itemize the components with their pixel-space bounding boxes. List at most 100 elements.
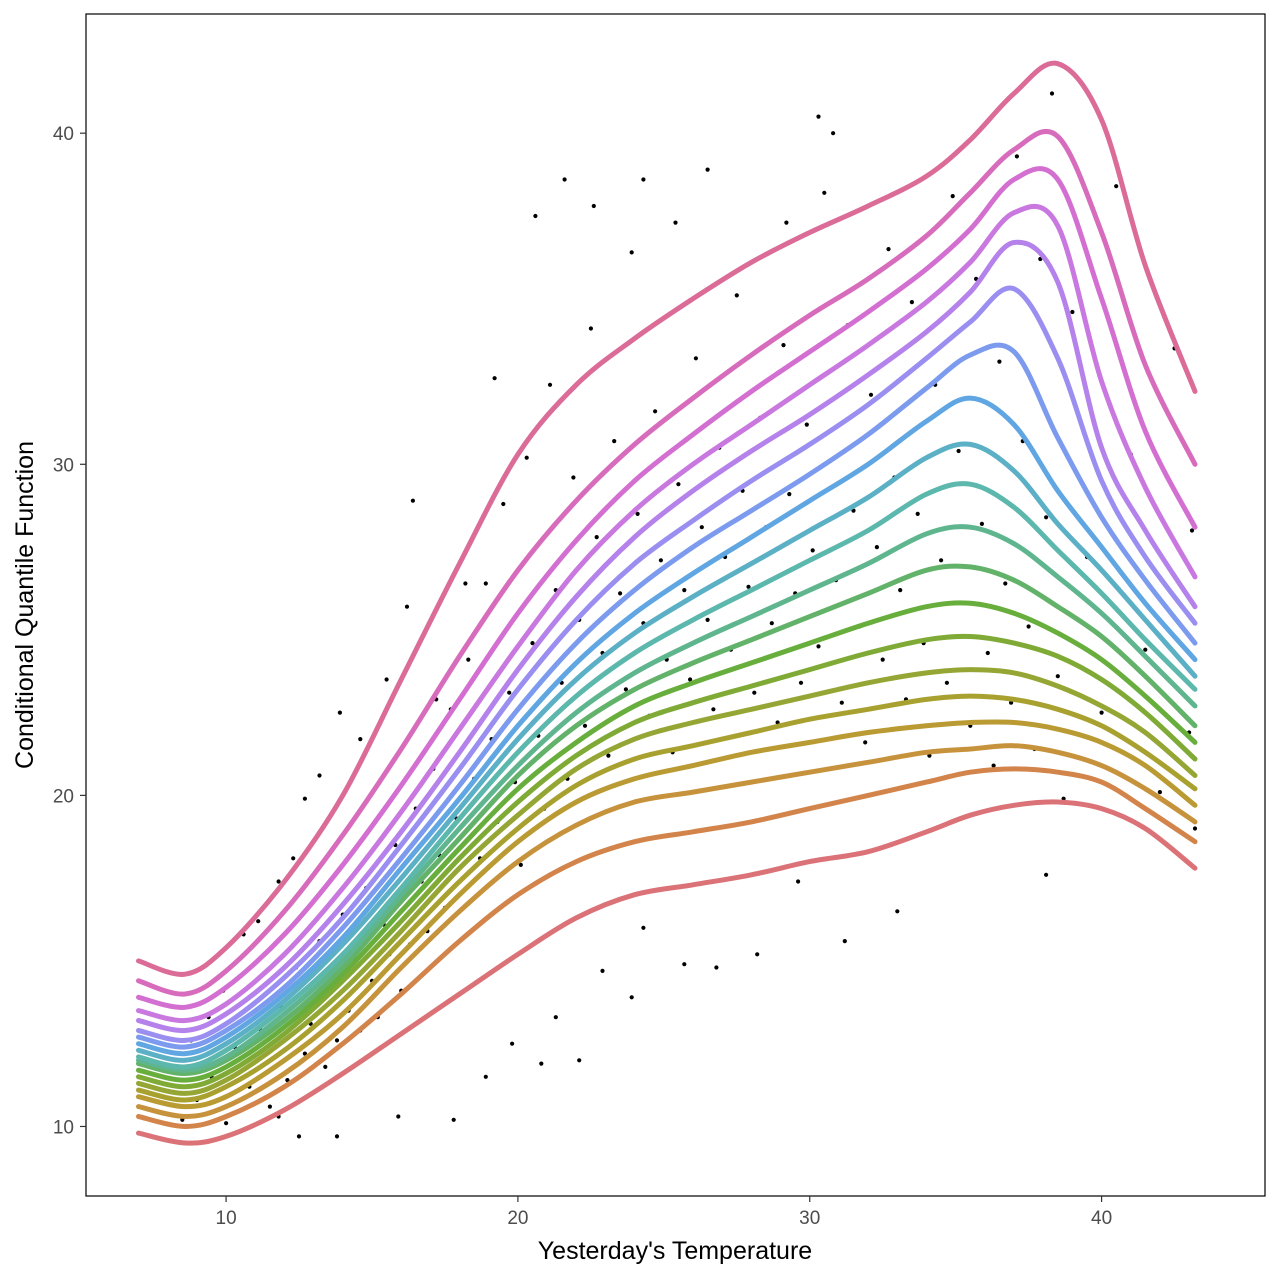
quantile-line-q0-65 <box>136 395 1198 1057</box>
scatter-point-130 <box>997 359 1002 364</box>
scatter-point-189 <box>553 1015 558 1020</box>
scatter-point-183 <box>396 1114 401 1119</box>
scatter-point-192 <box>682 962 687 967</box>
scatter-point-108 <box>868 392 874 397</box>
scatter-point-110 <box>880 657 885 662</box>
quantile-line-q0-20 <box>136 719 1198 1110</box>
scatter-point-121 <box>944 680 950 685</box>
scatter-point-170 <box>317 773 322 778</box>
scatter-point-120 <box>939 558 944 563</box>
quantile-line-q0-975 <box>136 60 1198 977</box>
scatter-point-180 <box>296 1134 302 1139</box>
quantile-lines <box>136 60 1198 1146</box>
y-tick-label-30: 30 <box>53 455 74 476</box>
scatter-point-193 <box>714 965 719 970</box>
scatter-point-148 <box>1157 790 1162 795</box>
x-tick-label-30: 30 <box>799 1208 820 1229</box>
quantile-line-q0-55 <box>136 481 1198 1070</box>
scatter-point-87 <box>746 584 751 589</box>
scatter-point-196 <box>796 879 801 884</box>
quantile-line-q0-45 <box>136 563 1198 1077</box>
scatter-point-167 <box>384 677 389 682</box>
scatter-point-39 <box>466 657 471 662</box>
scatter-point-3 <box>224 1121 229 1126</box>
scatter-point-42 <box>483 581 488 586</box>
scatter-point-194 <box>641 925 646 930</box>
x-tick-label-10: 10 <box>216 1208 237 1229</box>
scatter-point-68 <box>635 511 640 516</box>
scatter-point-78 <box>693 356 699 361</box>
y-tick-label-10: 10 <box>53 1117 74 1138</box>
scatter-point-93 <box>781 343 786 348</box>
scatter-point-98 <box>810 548 815 553</box>
scatter-point-164 <box>816 114 821 119</box>
scatter-point-77 <box>688 677 693 682</box>
x-axis-title: Yesterday's Temperature <box>538 1237 812 1265</box>
scatter-point-171 <box>302 796 307 801</box>
scatter-point-173 <box>276 879 281 884</box>
scatter-point-76 <box>682 588 687 593</box>
scatter-point-157 <box>533 213 538 219</box>
scatter-point-61 <box>594 535 599 540</box>
scatter-point-198 <box>895 909 900 914</box>
scatter-point-97 <box>804 422 809 427</box>
scatter-point-191 <box>600 968 605 974</box>
scatter-point-109 <box>874 545 880 550</box>
scatter-point-166 <box>410 498 415 503</box>
scatter-point-158 <box>562 177 567 182</box>
scatter-point-145 <box>1114 184 1119 189</box>
quantile-line-q0-35 <box>136 633 1198 1090</box>
scatter-point-100 <box>822 190 827 195</box>
scatter-point-72 <box>658 558 664 563</box>
quantile-line-q0-90 <box>136 166 1198 1010</box>
x-tick-label-40: 40 <box>1091 1208 1112 1229</box>
scatter-point-156 <box>492 376 497 381</box>
scatter-point-85 <box>734 293 739 298</box>
scatter-point-184 <box>451 1117 456 1122</box>
scatter-point-181 <box>334 1134 340 1139</box>
scatter-point-65 <box>618 591 623 596</box>
scatter-point-160 <box>641 177 646 182</box>
axes: 10 20 30 40 10 20 30 40 <box>53 124 1112 1229</box>
scatter-point-11 <box>302 1051 307 1056</box>
quantile-line-q0-15 <box>136 743 1198 1119</box>
scatter-point-195 <box>755 952 760 957</box>
scatter-point-122 <box>950 194 955 199</box>
scatter-point-59 <box>582 723 588 728</box>
scatter-point-163 <box>784 220 789 225</box>
scatter-point-14 <box>323 1064 328 1069</box>
scatter-point-116 <box>915 511 920 516</box>
scatter-point-127 <box>979 521 985 527</box>
quantile-line-q0-40 <box>136 600 1198 1083</box>
scatter-point-57 <box>571 475 576 480</box>
quantile-line-q0-50 <box>136 524 1198 1073</box>
quantile-line-q0-70 <box>136 342 1198 1050</box>
scatter-point-94 <box>787 492 792 497</box>
quantile-line-q0-85 <box>136 203 1198 1024</box>
scatter-point-75 <box>676 482 681 487</box>
scatter-point-46 <box>507 690 512 695</box>
scatter-point-147 <box>1143 647 1148 652</box>
scatter-point-187 <box>577 1058 582 1063</box>
scatter-point-169 <box>337 710 342 715</box>
scatter-point-66 <box>623 687 629 692</box>
scatter-point-107 <box>863 740 868 745</box>
scatter-point-135 <box>1026 624 1031 629</box>
scatter-point-155 <box>463 581 468 586</box>
scatter-point-67 <box>629 250 634 255</box>
quantile-line-q0-80 <box>136 239 1198 1034</box>
quantile-line-q0-60 <box>136 441 1198 1063</box>
scatter-point-168 <box>358 737 363 742</box>
scatter-point-152 <box>1192 826 1198 831</box>
scatter-point-123 <box>956 448 961 454</box>
scatter-point-131 <box>1003 581 1008 586</box>
scatter-point-91 <box>769 621 774 626</box>
scatter-point-174 <box>256 919 261 924</box>
scatter-point-188 <box>509 1041 515 1046</box>
y-tick-label-20: 20 <box>53 786 74 807</box>
scatter-point-45 <box>501 501 506 507</box>
y-axis-title: Conditional Quantile Function <box>11 441 39 769</box>
scatter-point-88 <box>752 690 757 695</box>
scatter-point-162 <box>705 167 710 172</box>
scatter-point-48 <box>518 862 523 868</box>
